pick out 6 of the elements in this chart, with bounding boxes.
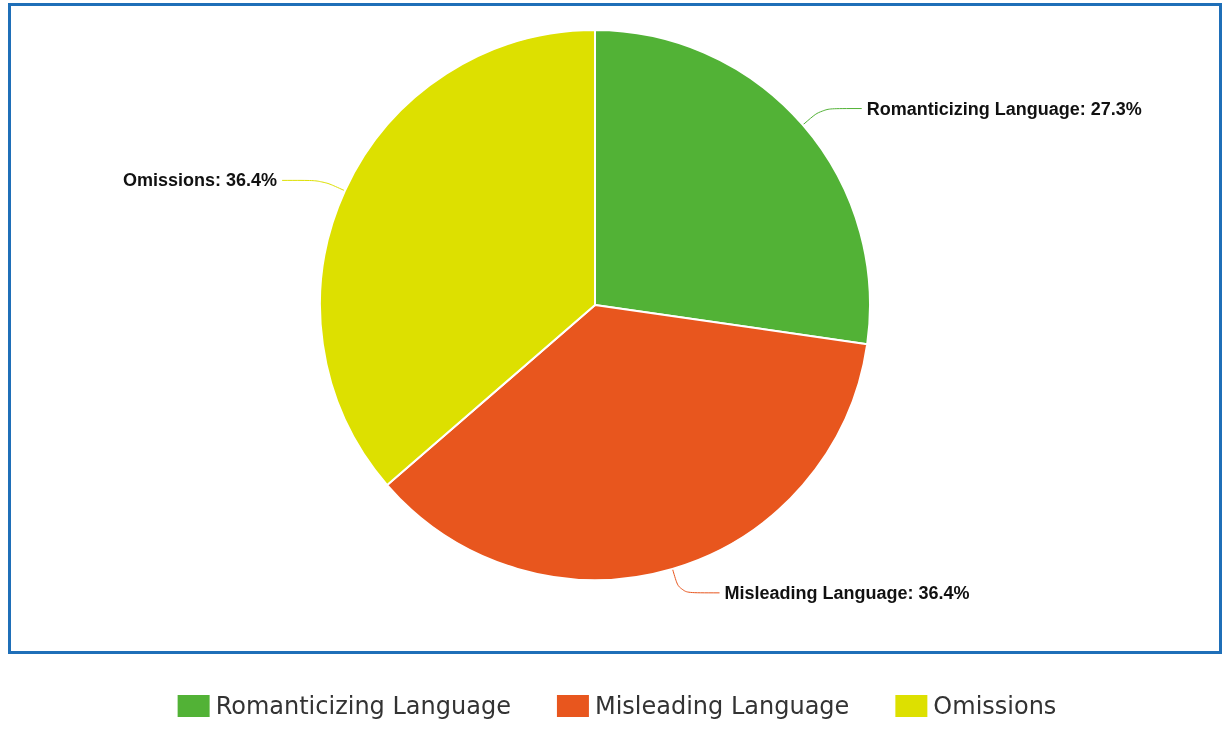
- data-label: Romanticizing Language: 27.3%: [866, 98, 1142, 119]
- data-label: Omissions: 36.4%: [123, 170, 278, 191]
- legend-label: Romanticizing Language: [215, 692, 511, 720]
- legend-label: Misleading Language: [594, 692, 850, 720]
- data-label: Misleading Language: 36.4%: [724, 582, 970, 603]
- legend-label: Omissions: [933, 692, 1057, 720]
